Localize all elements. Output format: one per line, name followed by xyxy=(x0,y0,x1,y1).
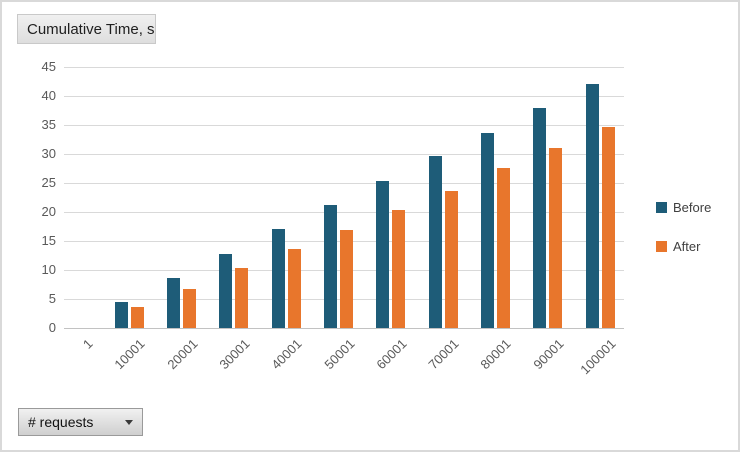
gridline xyxy=(64,153,624,155)
gridline xyxy=(64,124,624,126)
bar-after-10001 xyxy=(130,307,144,328)
plot-area xyxy=(64,66,624,329)
x-tick-label: 50001 xyxy=(320,336,358,373)
bar-before-40001 xyxy=(271,229,285,328)
y-tick-label: 5 xyxy=(48,291,56,306)
gridline xyxy=(64,95,624,97)
bar-after-50001 xyxy=(340,229,353,328)
legend-item-before: Before xyxy=(656,200,711,215)
y-tick-label: 0 xyxy=(48,320,56,335)
x-tick-label: 20001 xyxy=(164,336,201,373)
y-tick-label: 15 xyxy=(41,233,56,248)
bar-after-80001 xyxy=(496,167,510,328)
y-tick-label: 20 xyxy=(41,204,56,219)
x-tick-label: 100001 xyxy=(577,336,619,378)
gridline xyxy=(64,182,624,184)
x-tick-label: 60001 xyxy=(373,336,410,373)
bar-before-50001 xyxy=(324,205,337,328)
x-tick-label: 70001 xyxy=(425,336,462,373)
x-tick-label: 40001 xyxy=(268,336,305,373)
bar-before-30001 xyxy=(219,253,233,328)
bar-before-80001 xyxy=(480,132,494,328)
bar-before-10001 xyxy=(114,301,128,328)
bar-before-100001 xyxy=(585,84,599,328)
x-axis-line xyxy=(64,327,624,329)
x-tick-label: 80001 xyxy=(477,336,514,373)
legend-label: After xyxy=(673,239,701,254)
x-tick-label: 1 xyxy=(79,336,96,352)
y-tick-label: 45 xyxy=(41,59,56,74)
bar-after-70001 xyxy=(444,190,458,328)
x-tick-label: 90001 xyxy=(530,336,567,373)
gridline xyxy=(64,66,624,68)
x-tick-label: 10001 xyxy=(111,336,148,373)
values-field-label: Cumulative Time, s xyxy=(27,20,155,38)
y-tick-label: 30 xyxy=(41,146,56,161)
bar-after-40001 xyxy=(287,249,301,328)
bar-after-100001 xyxy=(601,127,615,328)
bar-after-20001 xyxy=(183,288,197,328)
bar-before-90001 xyxy=(533,108,547,328)
y-tick-label: 35 xyxy=(41,117,56,132)
y-tick-label: 25 xyxy=(41,175,56,190)
legend-item-after: After xyxy=(656,239,711,254)
axis-field-label: # requests xyxy=(28,414,94,430)
bar-before-60001 xyxy=(376,181,390,328)
bar-after-30001 xyxy=(235,268,249,328)
legend-swatch xyxy=(656,241,667,252)
legend: Before After xyxy=(656,200,711,278)
bar-after-90001 xyxy=(549,148,563,328)
gridline xyxy=(64,211,624,213)
dropdown-arrow-icon xyxy=(125,419,133,425)
y-tick-label: 40 xyxy=(41,88,56,103)
bar-before-70001 xyxy=(428,156,442,328)
y-tick-label: 10 xyxy=(41,262,56,277)
values-field-button[interactable]: Cumulative Time, s xyxy=(17,14,156,44)
bar-before-20001 xyxy=(167,278,181,328)
axis-field-button[interactable]: # requests xyxy=(18,408,143,436)
legend-swatch xyxy=(656,202,667,213)
x-tick-label: 30001 xyxy=(216,336,253,373)
bar-after-60001 xyxy=(392,210,406,328)
legend-label: Before xyxy=(673,200,712,215)
